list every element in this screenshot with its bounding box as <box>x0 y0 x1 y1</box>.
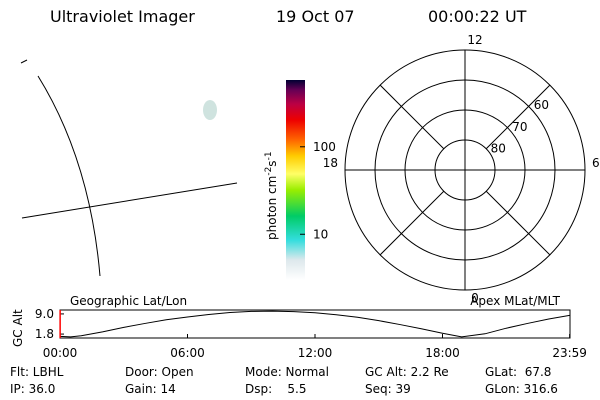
map-line <box>21 182 238 219</box>
unit: photon cm <box>265 176 279 240</box>
field: GLon: 316.6 <box>485 382 558 396</box>
map <box>20 59 238 277</box>
colorbar-label: photon cm-2s-1 <box>264 151 279 240</box>
spoke <box>379 190 445 256</box>
map-line <box>20 59 28 64</box>
ring-label: 60 <box>534 98 549 112</box>
spoke <box>485 84 551 150</box>
x-tick-label: 18:00 <box>425 346 460 360</box>
spoke <box>485 190 551 256</box>
date: 19 Oct 07 <box>276 7 355 26</box>
timeline-frame <box>59 309 571 339</box>
title: Ultraviolet Imager <box>50 7 195 26</box>
timeline: Geographic Lat/Lon Apex MLat/MLT GC Alt 9.0… <box>11 294 587 360</box>
mlt-label: 0 <box>471 291 479 305</box>
field: GLat: 67.8 <box>485 365 551 379</box>
y-axis-label: GC Alt <box>11 309 25 347</box>
field: Dsp: 5.5 <box>245 382 307 396</box>
ring-label: 70 <box>512 120 527 134</box>
colorbar-tick-label: 100 <box>313 140 336 154</box>
field: GC Alt: 2.2 Re <box>365 365 449 379</box>
field: Flt: LBHL <box>10 365 64 379</box>
colorbar <box>286 80 305 280</box>
colorbar-tick-label: 10 <box>313 227 328 241</box>
x-tick-label: 12:00 <box>298 346 333 360</box>
y-tick-label: 1.8 <box>35 327 54 341</box>
unit: s <box>265 160 279 166</box>
x-tick-label: 23:59 <box>552 346 587 360</box>
spoke <box>379 84 445 150</box>
field: Seq: 39 <box>365 382 411 396</box>
mlt-label: 12 <box>467 33 482 47</box>
aurora <box>203 100 217 120</box>
unit-exp: -1 <box>264 151 274 160</box>
altitude-line <box>59 310 570 338</box>
field: Gain: 14 <box>125 382 176 396</box>
map-line <box>37 75 101 277</box>
ring-label: 80 <box>491 141 506 155</box>
field: Mode: Normal <box>245 365 329 379</box>
mlt-label: 6 <box>592 156 600 170</box>
field: IP: 36.0 <box>10 382 55 396</box>
y-tick-label: 9.0 <box>35 307 54 321</box>
x-tick-label: 06:00 <box>170 346 205 360</box>
x-tick-label: 00:00 <box>43 346 78 360</box>
unit-exp: -2 <box>264 167 274 176</box>
mlt-label: 18 <box>323 156 338 170</box>
timeline-title: Apex MLat/MLT <box>470 294 560 308</box>
timeline-title: Geographic Lat/Lon <box>70 294 187 308</box>
field: Door: Open <box>125 365 194 379</box>
time: 00:00:22 UT <box>428 7 527 26</box>
